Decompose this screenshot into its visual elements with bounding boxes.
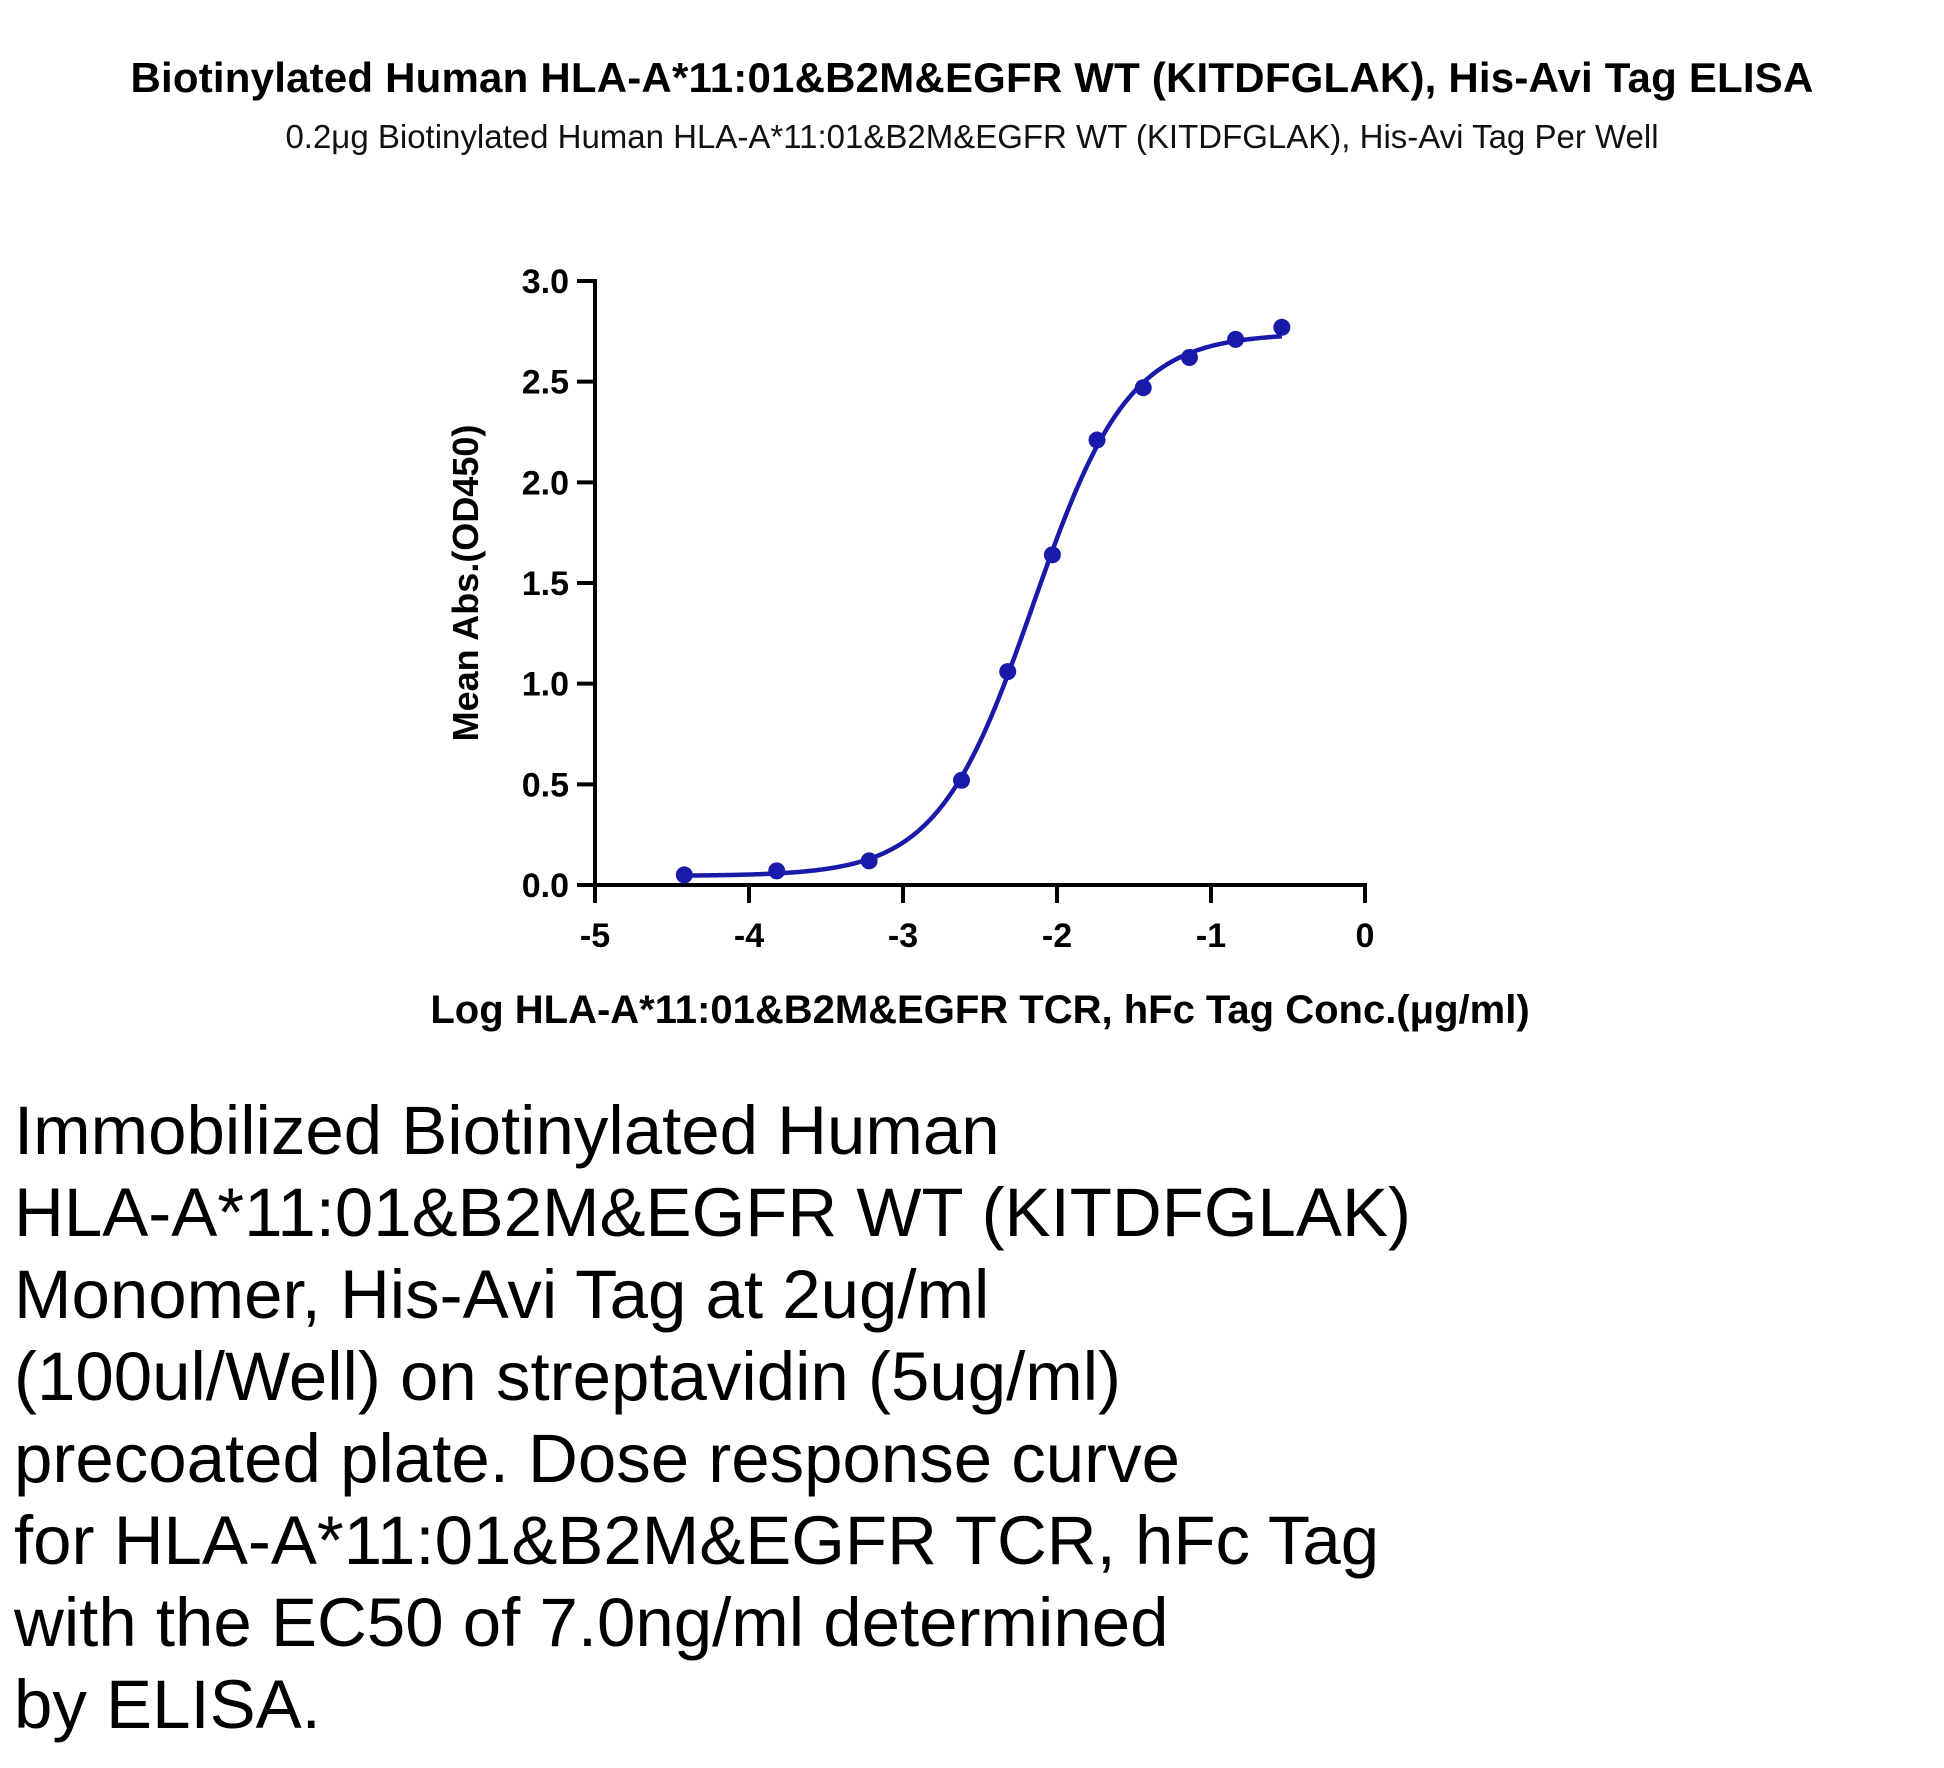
x-tick-label: -4 (734, 917, 764, 955)
caption-line: (100ul/Well) on streptavidin (5ug/ml) (14, 1338, 1122, 1415)
y-tick-label: 2.5 (522, 364, 569, 402)
chart-subtitle: 0.2μg Biotinylated Human HLA-A*11:01&B2M… (285, 118, 1659, 155)
chart-axes: 0.0 0.5 1.0 1.5 2.0 2.5 3.0 -5 -4 -3 -2 -1 0 (522, 263, 1375, 955)
data-point (953, 771, 971, 789)
data-point (675, 866, 693, 884)
caption-line: by ELISA. (14, 1666, 321, 1743)
y-tick-label: 2.0 (522, 464, 569, 502)
x-tick-label: -3 (888, 917, 918, 955)
chart-marks (675, 318, 1291, 884)
data-point (768, 862, 786, 880)
data-point (999, 663, 1017, 681)
data-point (1180, 349, 1198, 367)
y-tick-label: 0.0 (522, 867, 569, 905)
figure-caption: Immobilized Biotinylated Human HLA-A*11:… (14, 1090, 1914, 1746)
x-tick-label: 0 (1356, 917, 1375, 955)
chart-title: Biotinylated Human HLA-A*11:01&B2M&EGFR … (130, 54, 1814, 101)
x-tick-label: -5 (580, 917, 610, 955)
elisa-dose-response-chart: 0.0 0.5 1.0 1.5 2.0 2.5 3.0 -5 -4 -3 -2 -1 0 Mean Ab… (430, 263, 1529, 1032)
x-tick-label: -1 (1196, 917, 1226, 955)
y-tick-label: 1.0 (522, 666, 569, 704)
x-axis-label: Log HLA-A*11:01&B2M&EGFR TCR, hFc Tag Co… (430, 988, 1529, 1032)
data-point (1273, 318, 1291, 336)
data-point (1227, 330, 1245, 348)
y-tick-label: 0.5 (522, 766, 569, 804)
data-point (1043, 546, 1061, 564)
data-point (860, 852, 878, 870)
caption-line: precoated plate. Dose response curve (14, 1420, 1181, 1497)
y-tick-label: 1.5 (522, 565, 569, 603)
x-tick-label: -2 (1042, 917, 1072, 955)
fit-curve (684, 334, 1282, 878)
caption-line: Monomer, His-Avi Tag at 2ug/ml (14, 1256, 990, 1333)
caption-line: with the EC50 of 7.0ng/ml determined (14, 1584, 1169, 1661)
caption-line: HLA-A*11:01&B2M&EGFR WT (KITDFGLAK) (14, 1174, 1411, 1251)
y-tick-label: 3.0 (522, 263, 569, 301)
caption-line: Immobilized Biotinylated Human (14, 1092, 1000, 1169)
data-point (1088, 431, 1106, 449)
y-axis-label: Mean Abs.(OD450) (445, 425, 486, 742)
data-point (1134, 379, 1152, 397)
caption-line: for HLA-A*11:01&B2M&EGFR TCR, hFc Tag (14, 1502, 1380, 1579)
